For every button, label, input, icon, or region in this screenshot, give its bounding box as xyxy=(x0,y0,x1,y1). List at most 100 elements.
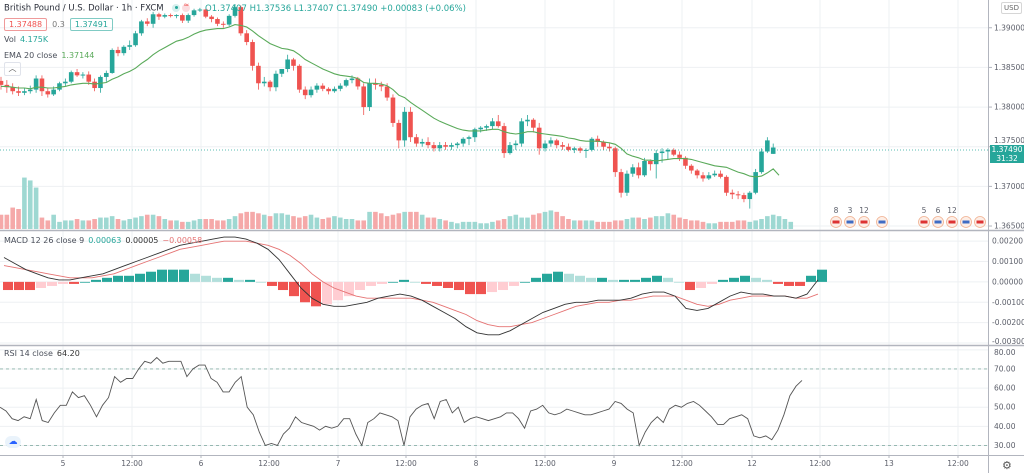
collapse-legend-button[interactable]: ︿ xyxy=(4,62,21,76)
candle-body xyxy=(338,85,343,89)
volume-bar xyxy=(33,187,39,229)
macd-hist-bar xyxy=(806,275,816,282)
candle-body xyxy=(507,145,513,154)
market-open-icon[interactable] xyxy=(172,3,181,12)
price-tick-label: 1.36500 xyxy=(994,222,1024,231)
symbol-title[interactable]: British Pound / U.S. Dollar · 1h · FXCM xyxy=(4,3,164,14)
time-tick-label: 12:00 xyxy=(534,459,556,468)
candle-body xyxy=(68,72,74,82)
macd-tick-label: 0.00000 xyxy=(992,277,1023,286)
cloud-icon[interactable]: ☁ xyxy=(5,436,21,448)
candle-body xyxy=(297,65,302,90)
candle-body xyxy=(724,176,729,193)
candle-body xyxy=(472,129,478,138)
ema-legend[interactable]: EMA 20 close 1.37144 xyxy=(4,51,94,60)
candle-body xyxy=(648,161,653,165)
volume-bar xyxy=(320,219,326,229)
candle-body xyxy=(525,119,530,122)
candle-body xyxy=(144,21,150,24)
candle-body xyxy=(343,80,349,86)
macd-line xyxy=(3,236,819,336)
event-label: 5 xyxy=(922,206,927,215)
macd-hist-bar xyxy=(47,281,57,286)
candle-body xyxy=(460,138,466,144)
volume-bar xyxy=(583,220,589,229)
volume-bar xyxy=(384,216,390,229)
volume-bar xyxy=(390,214,396,229)
volume-bar xyxy=(156,216,162,229)
volume-bar xyxy=(689,220,694,229)
volume-bar xyxy=(765,216,770,229)
macd-label: MACD 12 26 close 9 xyxy=(4,236,85,245)
candle-body xyxy=(244,33,249,43)
candle-body xyxy=(378,84,384,87)
time-axis[interactable]: 5 12:00 6 12:00 7 12:00 8 12:00 9 12:00 12 12:00 13 1… xyxy=(61,455,969,468)
price-axis[interactable]: 1.39000 1.38500 1.38000 1.37500 1.37000 1.365… xyxy=(988,23,1024,450)
macd-hist-bar xyxy=(256,281,266,283)
volume-bar xyxy=(759,219,764,229)
macd-hist-bar xyxy=(311,281,321,307)
candle-body xyxy=(466,137,472,139)
volume-bar xyxy=(443,220,448,229)
data-delay-icon[interactable] xyxy=(182,1,191,12)
candle-body xyxy=(689,165,694,171)
rsi-tick-label: 80.00 xyxy=(994,348,1016,357)
currency-label[interactable]: USD xyxy=(1001,2,1022,14)
candle-body xyxy=(133,33,138,46)
volume-bar xyxy=(68,220,74,229)
volume-bar xyxy=(536,213,542,229)
candle-body xyxy=(209,16,214,20)
ema-label: EMA 20 close xyxy=(4,51,58,60)
volume-bar xyxy=(378,213,384,229)
volume-bar xyxy=(115,219,121,229)
volume-bar xyxy=(484,223,489,229)
candle-body xyxy=(770,147,776,154)
macd-hist-bar xyxy=(289,281,299,297)
volume-label: Vol xyxy=(4,35,16,44)
volume-bar xyxy=(326,217,331,229)
macd-hist-bar xyxy=(190,273,200,282)
macd-hist-bar xyxy=(267,281,277,286)
sell-button[interactable]: 1.37488 xyxy=(4,18,48,31)
candle-body xyxy=(490,121,495,127)
volume-legend[interactable]: Vol 4.175K xyxy=(4,35,48,44)
volume-bar xyxy=(425,217,431,229)
candle-body xyxy=(443,145,448,147)
candle-body xyxy=(115,49,121,54)
gear-icon[interactable]: ⚙ xyxy=(1002,459,1012,472)
candle-body xyxy=(759,151,764,173)
candle-body xyxy=(191,10,197,16)
rsi-value: 64.20 xyxy=(56,349,80,358)
volume-bar xyxy=(27,180,33,229)
candle-body xyxy=(16,91,21,93)
candle-body xyxy=(519,121,524,144)
status-dots[interactable] xyxy=(172,1,192,13)
volume-bar xyxy=(104,217,109,229)
candle-body xyxy=(577,148,583,151)
volume-bar xyxy=(653,216,659,229)
macd-legend[interactable]: MACD 12 26 close 9 0.00063 0.00005 −0.00058 xyxy=(4,236,202,245)
volume-bar xyxy=(338,217,343,229)
macd-hist-bar xyxy=(91,279,101,282)
buy-button[interactable]: 1.37491 xyxy=(69,18,113,31)
ohlc-open: O1.37407 xyxy=(205,3,247,14)
candle-body xyxy=(180,15,185,21)
economic-events[interactable]: 8 3 12 5 6 12 xyxy=(830,206,986,228)
volume-bar xyxy=(648,217,653,229)
candle-body xyxy=(735,194,741,196)
macd-hist-bar xyxy=(564,273,574,282)
candle-body xyxy=(390,97,396,123)
candle-body xyxy=(449,145,454,147)
ohlc-change: +0.00083 (+0.06%) xyxy=(380,3,466,14)
volume-bar xyxy=(22,177,27,229)
volume-bar xyxy=(624,219,630,229)
candle-body xyxy=(414,137,419,144)
volume-bar xyxy=(513,214,519,229)
candle-body xyxy=(572,148,577,150)
volume-bar xyxy=(607,221,612,229)
candle-body xyxy=(671,149,677,155)
macd-hist-bar xyxy=(333,281,343,301)
volume-bar xyxy=(261,214,267,229)
rsi-legend[interactable]: RSI 14 close 64.20 xyxy=(4,349,80,358)
